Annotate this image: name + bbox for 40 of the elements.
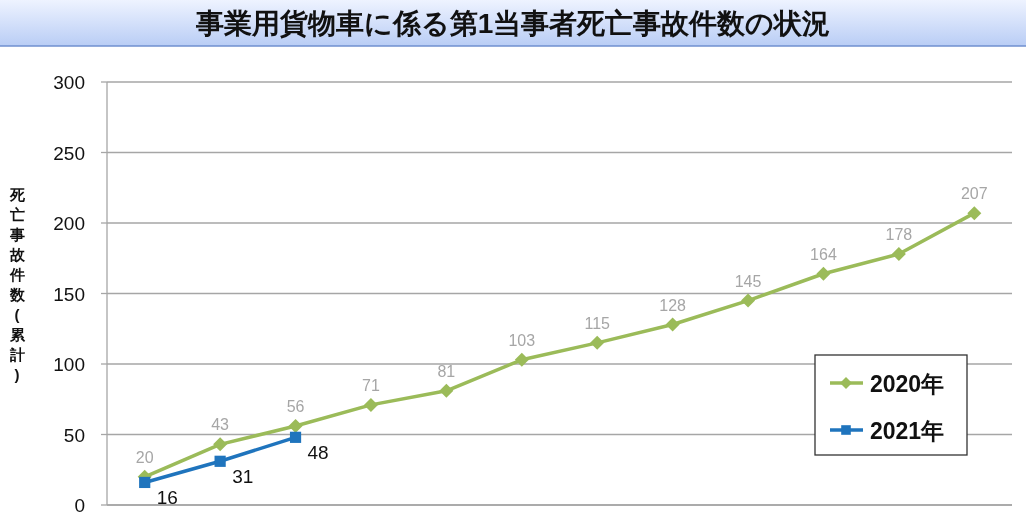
data-label: 16: [156, 487, 178, 509]
y-tick-label: 100: [53, 354, 85, 375]
point: [288, 419, 303, 434]
data-label: 48: [307, 442, 329, 464]
point: [891, 247, 906, 262]
data-label: 56: [286, 398, 305, 416]
point: [514, 352, 529, 367]
y-tick-label: 300: [53, 72, 85, 93]
data-label: 115: [584, 314, 611, 332]
point: [665, 317, 680, 332]
chart-title: 事業用貨物車に係る第1当事者死亡事故件数の状況: [194, 8, 831, 39]
point: [363, 397, 378, 412]
data-label: 207: [960, 185, 988, 203]
point: [439, 383, 454, 398]
data-label: 103: [508, 331, 536, 349]
legend-label: 2020年: [870, 371, 945, 397]
point: [139, 476, 151, 489]
point: [590, 335, 605, 350]
y-tick-label: 250: [53, 142, 85, 164]
data-label: 81: [437, 362, 456, 380]
point: [214, 455, 226, 467]
point: [213, 437, 228, 452]
point: [289, 431, 302, 443]
data-label: 31: [232, 466, 254, 488]
data-label: 43: [211, 416, 230, 434]
point: [816, 266, 831, 281]
data-label: 71: [362, 376, 380, 394]
y-tick-label: 200: [53, 213, 85, 234]
data-label: 178: [885, 226, 913, 244]
y-tick-label: 50: [63, 424, 85, 446]
y-tick-label: 150: [53, 283, 85, 305]
y-tick-label: 0: [74, 495, 85, 516]
data-label: 164: [810, 245, 837, 263]
data-label: 20: [135, 448, 154, 466]
text: 死亡事故件数(累計): [9, 186, 25, 383]
data-label: 128: [659, 296, 687, 314]
data-label: 145: [734, 272, 762, 290]
legend-label: 2021年: [870, 418, 945, 444]
point: [967, 206, 982, 221]
point: [741, 293, 756, 308]
